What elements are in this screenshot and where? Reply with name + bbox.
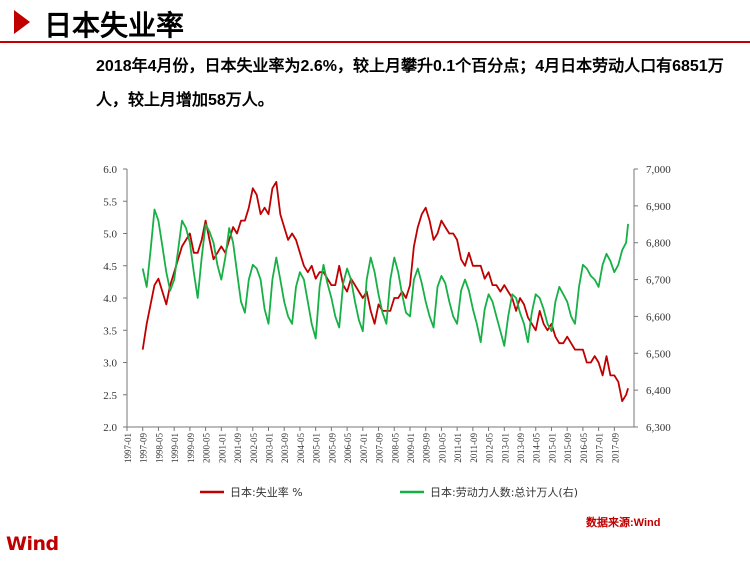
- x-tick-label: 2000-05: [202, 433, 212, 463]
- header: 日本失业率: [0, 0, 750, 44]
- left-tick-label: 6.0: [103, 164, 117, 176]
- x-tick-label: 2011-01: [453, 433, 463, 463]
- right-tick-label: 7,000: [646, 164, 671, 176]
- x-tick-label: 2009-01: [406, 433, 416, 463]
- x-tick-label: 2015-01: [547, 433, 557, 463]
- right-tick-label: 6,400: [646, 385, 671, 397]
- title-marker-icon: [14, 10, 30, 34]
- series-labor-force-line: [141, 208, 629, 347]
- legend-label: 日本:劳动力人数:总计万人(右): [430, 485, 578, 499]
- left-tick-label: 5.0: [103, 229, 117, 241]
- x-tick-label: 1999-09: [186, 433, 196, 463]
- left-tick-label: 2.0: [103, 422, 117, 434]
- x-tick-label: 2012-05: [485, 433, 495, 463]
- x-tick-label: 2004-05: [296, 433, 306, 463]
- x-tick-label: 2010-05: [437, 433, 447, 463]
- x-tick-label: 2011-09: [469, 433, 479, 463]
- x-tick-label: 2017-09: [610, 433, 620, 463]
- x-tick-label: 2017-01: [595, 433, 605, 463]
- x-tick-label: 2005-01: [312, 433, 322, 463]
- right-tick-label: 6,900: [646, 201, 671, 213]
- left-tick-label: 4.5: [103, 261, 117, 273]
- left-tick-label: 3.5: [103, 325, 117, 337]
- x-tick-label: 2007-09: [375, 433, 385, 463]
- x-tick-label: 2001-09: [233, 433, 243, 463]
- summary-text: 2018年4月份，日本失业率为2.6%，较上月攀升0.1个百分点；4月日本劳动人…: [96, 58, 724, 109]
- title-divider: [0, 41, 750, 43]
- right-tick-label: 6,300: [646, 422, 671, 434]
- x-tick-label: 2005-09: [327, 433, 337, 463]
- x-tick-label: 1997-09: [139, 433, 149, 463]
- x-tick-label: 2002-05: [249, 433, 259, 463]
- page-title: 日本失业率: [44, 10, 185, 41]
- wind-logo-suffix: d: [45, 533, 60, 555]
- x-tick-label: 1997-01: [123, 433, 133, 463]
- right-tick-label: 6,600: [646, 311, 671, 323]
- left-tick-label: 3.0: [103, 358, 117, 370]
- x-tick-label: 1999-01: [170, 433, 180, 463]
- x-tick-label: 2014-05: [532, 433, 542, 463]
- x-tick-label: 2013-01: [500, 433, 510, 463]
- x-tick-label: 2008-05: [390, 433, 400, 463]
- x-tick-label: 2003-01: [264, 433, 274, 463]
- x-tick-label: 2013-09: [516, 433, 526, 463]
- series-unemployment-line: [141, 181, 629, 403]
- x-tick-label: 2001-01: [217, 433, 227, 463]
- wind-logo: Wind: [6, 533, 59, 555]
- right-tick-label: 6,800: [646, 238, 671, 250]
- right-tick-label: 6,500: [646, 348, 671, 360]
- legend-label: 日本:失业率 %: [230, 485, 303, 499]
- x-tick-label: 2016-05: [579, 433, 589, 463]
- x-tick-label: 2015-09: [563, 433, 573, 463]
- x-tick-label: 2003-09: [280, 433, 290, 463]
- left-tick-label: 5.5: [103, 196, 117, 208]
- x-tick-label: 2007-01: [359, 433, 369, 463]
- data-source: 数据来源:Wind: [586, 517, 661, 529]
- left-tick-label: 4.0: [103, 293, 117, 305]
- x-tick-label: 1998-05: [154, 433, 164, 463]
- left-tick-label: 2.5: [103, 390, 117, 402]
- wind-logo-prefix: Win: [6, 533, 46, 555]
- x-tick-label: 2009-09: [422, 433, 432, 463]
- x-tick-label: 2006-05: [343, 433, 353, 463]
- right-tick-label: 6,700: [646, 275, 671, 287]
- unemployment-labor-chart: 2.0 2.5 3.0 3.5 4.0 4.5 5.0 5.5 6.0 6,300 6,400 6,5…: [103, 164, 671, 499]
